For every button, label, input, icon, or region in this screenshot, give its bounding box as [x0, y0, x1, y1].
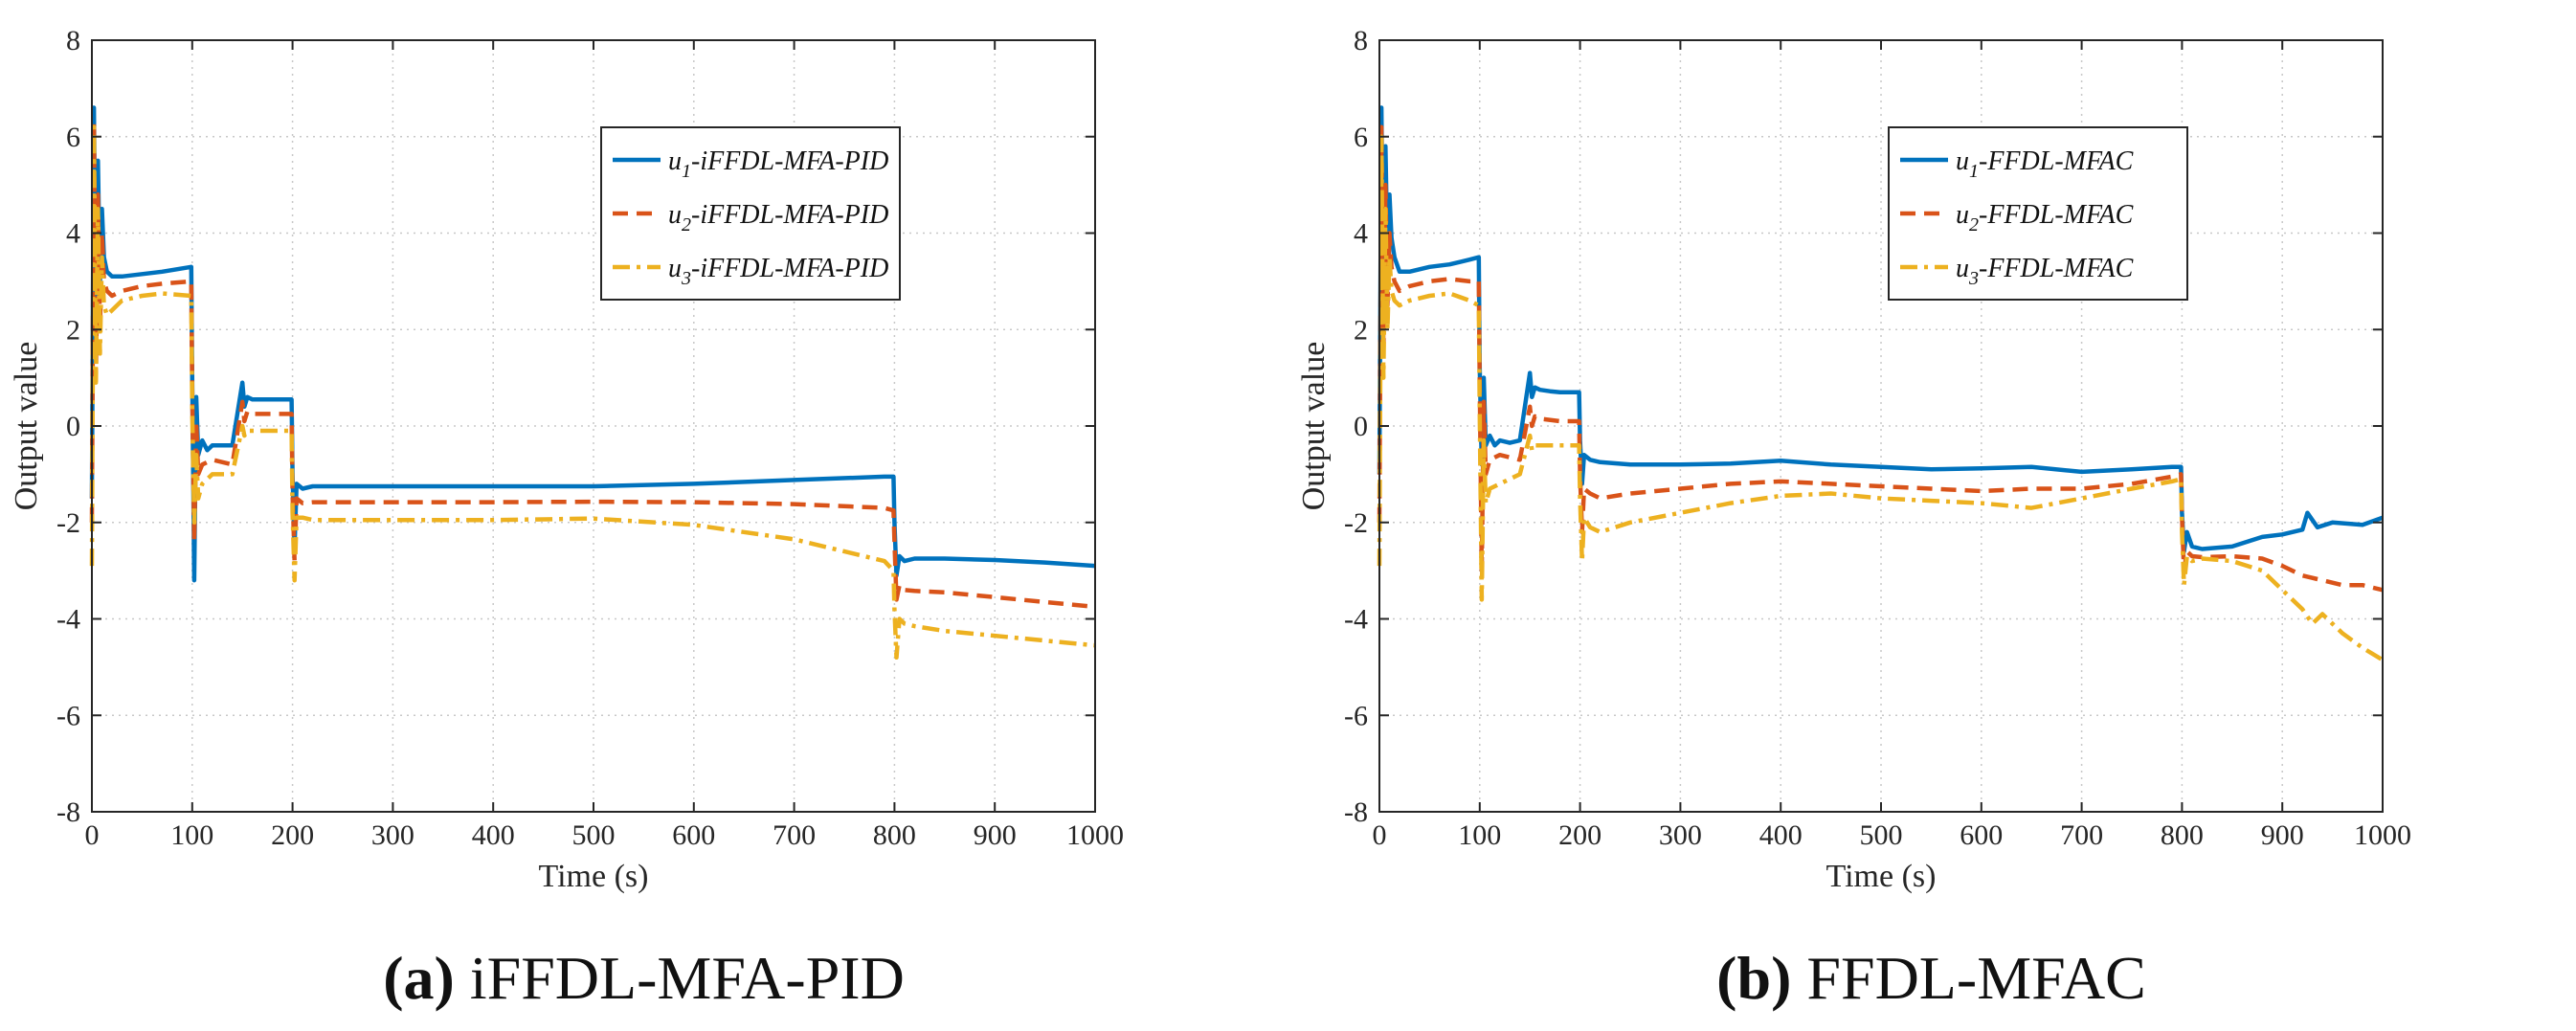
- x-tick-label: 200: [271, 819, 314, 851]
- caption-b-tag: (b): [1716, 944, 1792, 1012]
- y-tick-label: -8: [1344, 796, 1368, 828]
- x-axis-label: Time (s): [1826, 859, 1937, 894]
- y-tick-label: 0: [1354, 411, 1368, 442]
- x-tick-label: 900: [2261, 819, 2304, 851]
- y-tick-label: -4: [1344, 604, 1368, 636]
- x-tick-label: 800: [2161, 819, 2204, 851]
- legend-label-u2: u2-FFDL-MFAC: [1956, 200, 2134, 235]
- caption-b: (b) FFDL-MFAC: [1288, 943, 2575, 1014]
- x-tick-label: 600: [1960, 819, 2003, 851]
- x-axis-label: Time (s): [539, 859, 649, 894]
- y-tick-label: -6: [1344, 700, 1368, 731]
- y-tick-label: -2: [56, 507, 80, 539]
- caption-b-text: FFDL-MFAC: [1791, 944, 2146, 1012]
- x-tick-label: 200: [1558, 819, 1602, 851]
- y-axis-label: Output value: [1296, 342, 1332, 511]
- y-tick-label: -8: [56, 796, 80, 828]
- x-tick-label: 300: [371, 819, 414, 851]
- series-line-u2: [89, 120, 1096, 610]
- x-tick-label: 500: [1860, 819, 1903, 851]
- x-tick-label: 700: [2060, 819, 2103, 851]
- x-tick-label: 600: [672, 819, 715, 851]
- x-tick-label: 0: [85, 819, 100, 851]
- x-tick-label: 700: [773, 819, 816, 851]
- legend-label-u3: u3-iFFDL-MFA-PID: [668, 254, 888, 289]
- x-tick-label: 800: [873, 819, 916, 851]
- x-tick-label: 300: [1659, 819, 1702, 851]
- legend-label-u1: u1-FFDL-MFAC: [1956, 146, 2134, 182]
- y-tick-label: 0: [66, 411, 80, 442]
- x-tick-label: 900: [974, 819, 1017, 851]
- chart-a-svg: 0 100 200 300 400 500 600 700 800 900 1000 -8 -6 -4 -2…: [9, 25, 1124, 894]
- y-tick-label: -6: [56, 700, 80, 731]
- caption-a-tag: (a): [383, 944, 455, 1012]
- series-line-u2: [1377, 124, 2384, 593]
- x-tick-label: 400: [1759, 819, 1803, 851]
- chart-panel-b: 0 100 200 300 400 500 600 700 800 900 1000 -8 -6 -4 -2…: [1288, 0, 2575, 1031]
- x-tick-label: 1000: [1066, 819, 1124, 851]
- legend-label-u3: u3-FFDL-MFAC: [1956, 254, 2134, 289]
- series-line-u3: [89, 124, 1096, 661]
- x-tick-label: 0: [1373, 819, 1387, 851]
- series-line-u3: [1377, 134, 2385, 662]
- y-tick-label: 4: [66, 218, 80, 250]
- y-tick-label: -2: [1344, 507, 1368, 539]
- y-tick-label: 6: [66, 122, 80, 153]
- y-tick-label: 2: [66, 314, 80, 346]
- y-axis-label: Output value: [9, 342, 44, 511]
- y-tick-label: 8: [1354, 25, 1368, 56]
- caption-a-text: iFFDL-MFA-PID: [454, 944, 905, 1012]
- legend-label-u1: u1-iFFDL-MFA-PID: [668, 146, 888, 182]
- y-tick-label: 4: [1354, 218, 1368, 250]
- y-tick-label: 2: [1354, 314, 1368, 346]
- y-tick-label: 6: [1354, 122, 1368, 153]
- chart-panel-a: 0 100 200 300 400 500 600 700 800 900 1000 -8 -6 -4 -2…: [0, 25, 1288, 1014]
- legend-label-u2: u2-iFFDL-MFA-PID: [668, 200, 888, 235]
- y-tick-label: 8: [66, 25, 80, 56]
- x-tick-label: 100: [1458, 819, 1501, 851]
- y-tick-label: -4: [56, 604, 80, 636]
- x-tick-label: 400: [472, 819, 515, 851]
- caption-a: (a) iFFDL-MFA-PID: [0, 943, 1288, 1014]
- x-tick-label: 100: [170, 819, 213, 851]
- chart-b-svg: 0 100 200 300 400 500 600 700 800 900 1000 -8 -6 -4 -2…: [1296, 25, 2411, 894]
- x-tick-label: 500: [572, 819, 616, 851]
- x-tick-label: 1000: [2354, 819, 2411, 851]
